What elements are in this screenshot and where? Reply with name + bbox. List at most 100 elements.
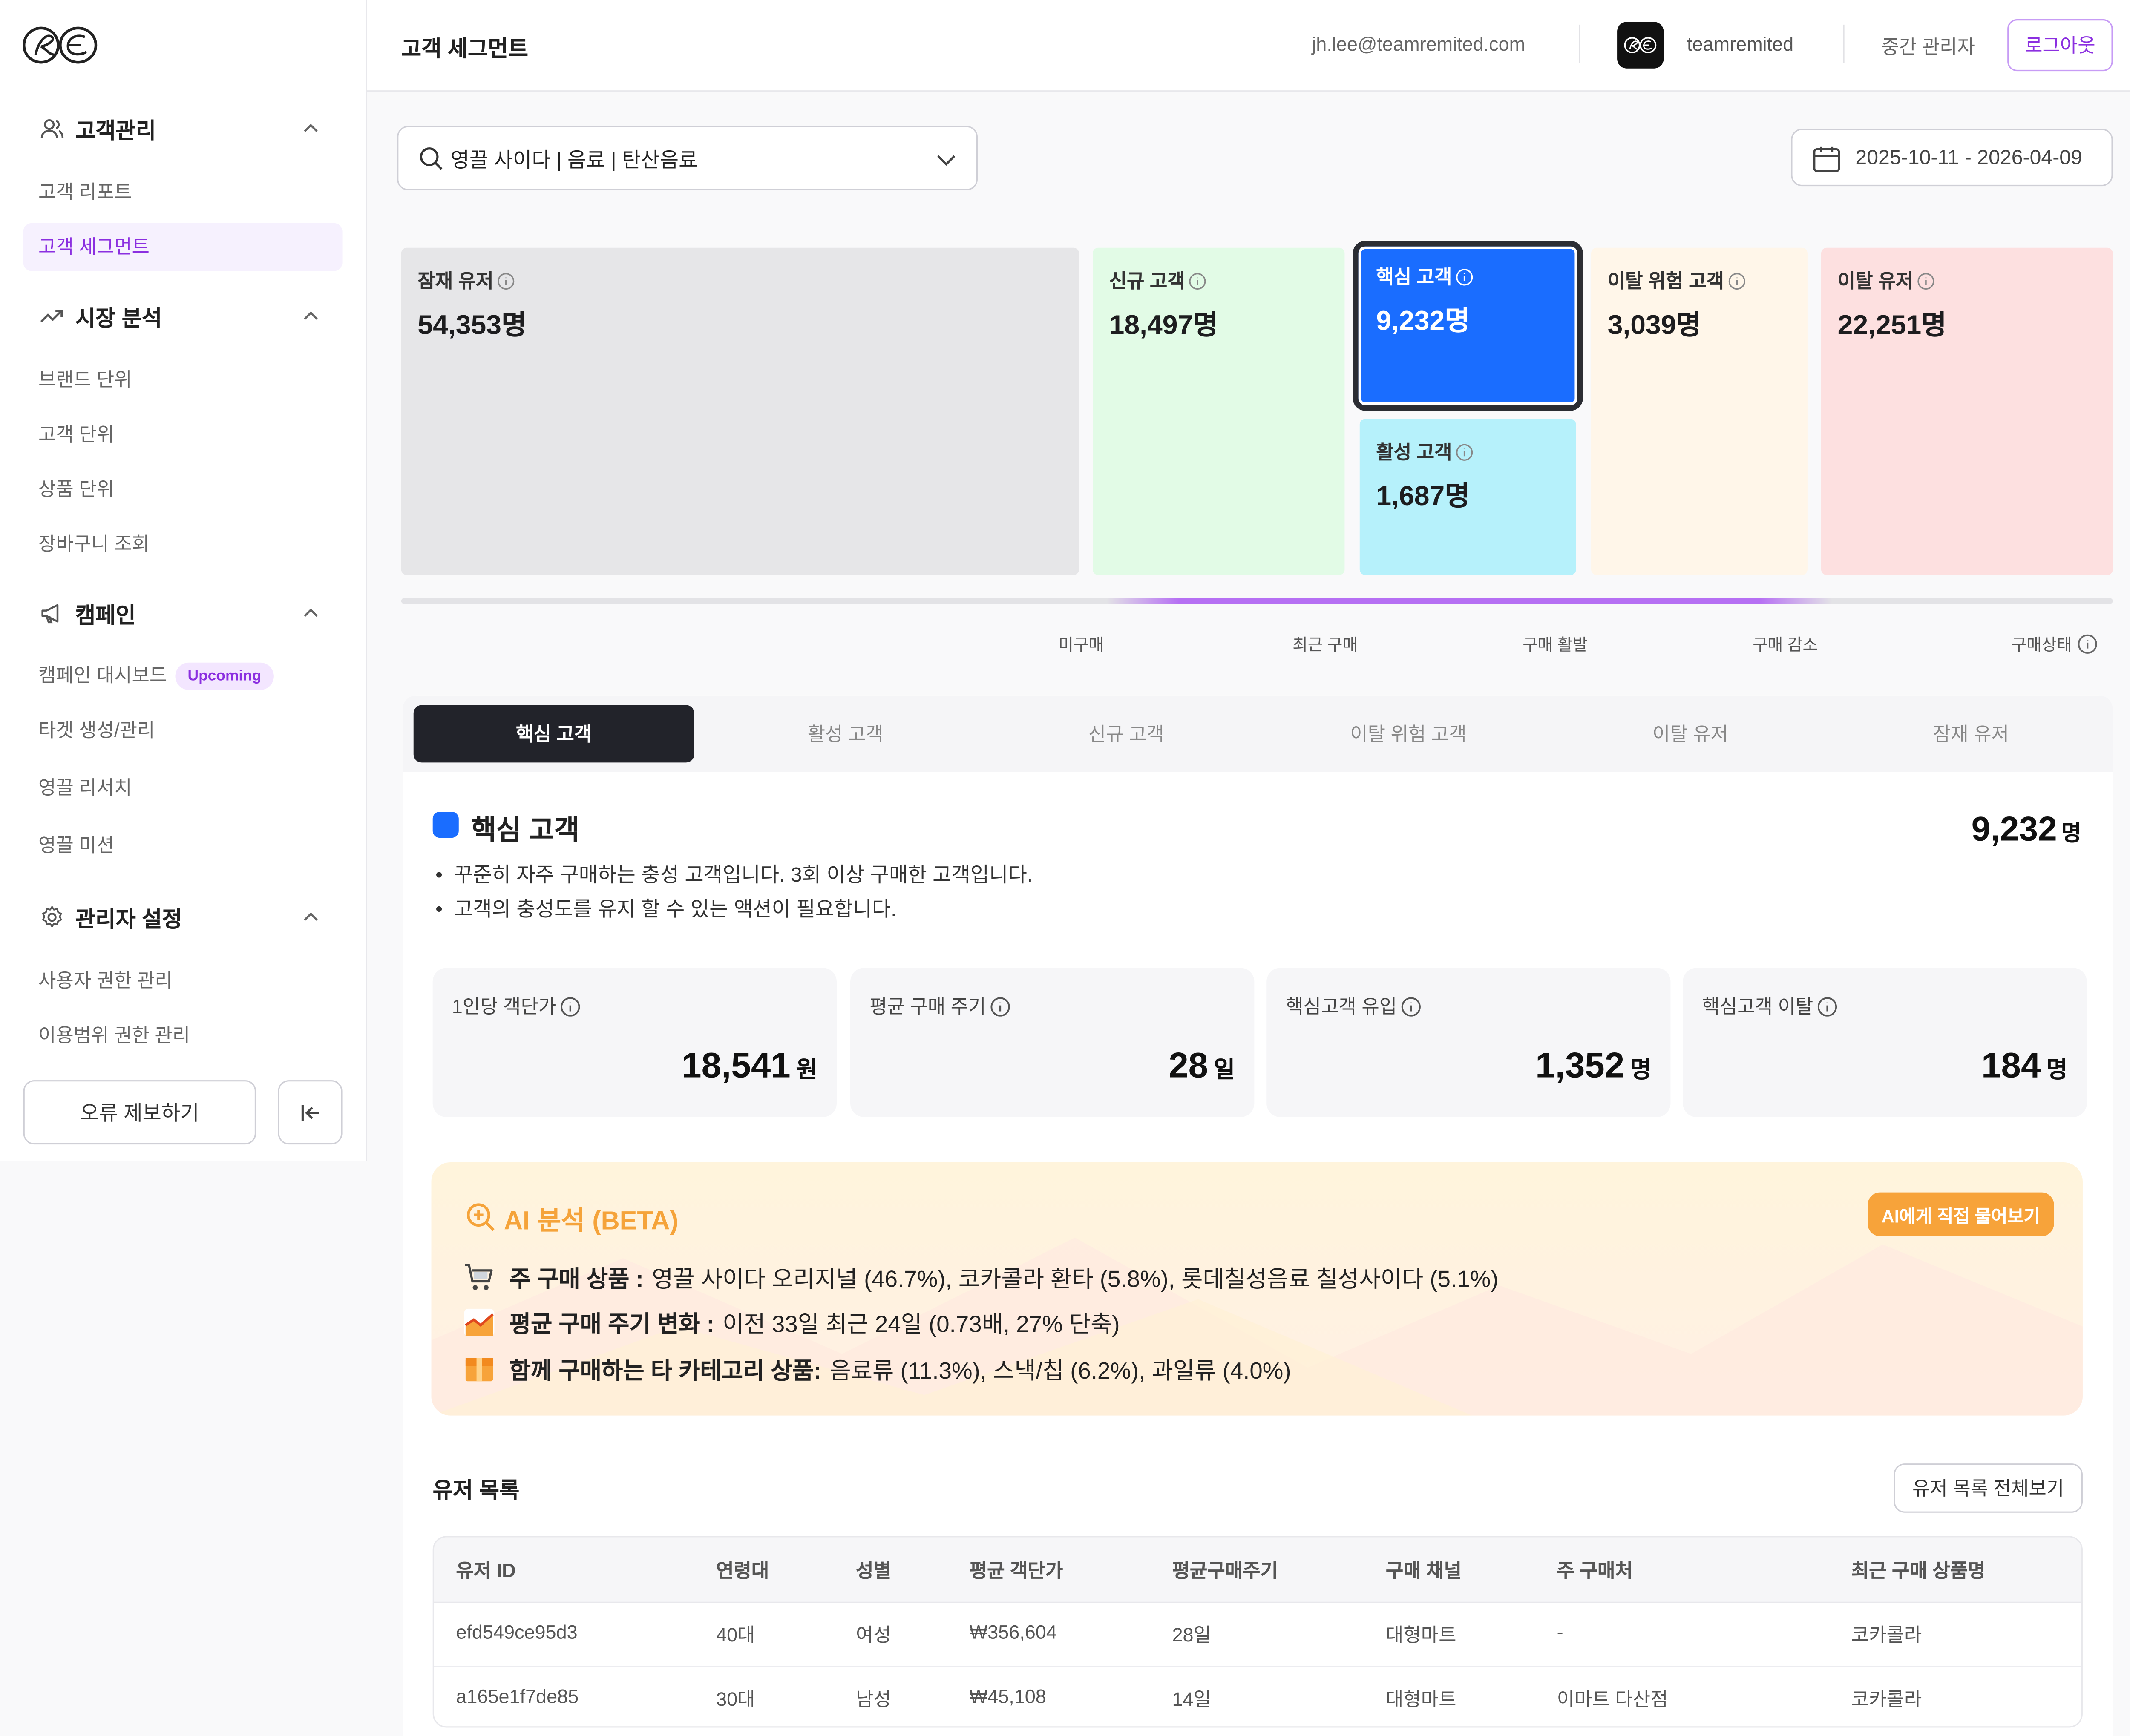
description-text: 고객의 충성도를 유지 할 수 있는 액션이 필요합니다. [454,898,897,922]
segment-label: 잠재 유저 [417,270,494,292]
chevron-up-icon[interactable] [300,118,322,139]
logout-button[interactable]: 로그아웃 [2007,19,2113,72]
category-select[interactable]: 영끌 사이다 | 음료 | 탄산음료 [397,126,978,190]
sidebar-item-mission[interactable]: 영끌 미션 [38,834,115,856]
segment-value: 54,353명 [417,310,527,341]
user-role: 중간 관리자 [1881,35,1975,58]
column-header: 성별 [855,1559,891,1581]
sidebar-item-target[interactable]: 타겟 생성/관리 [38,719,155,741]
section-title: 캠페인 [75,605,136,629]
info-icon[interactable] [560,996,581,1016]
collapse-sidebar-button[interactable] [278,1080,343,1145]
calendar-icon [1813,146,1840,172]
report-error-button[interactable]: 오류 제보하기 [23,1080,256,1145]
ai-title: AI 분석 (BETA) [504,1207,679,1236]
segment-at-risk-card[interactable]: 이탈 위험 고객 3,039명 [1591,247,1808,575]
divider [1579,24,1580,63]
sidebar-item-campaign-dashboard[interactable]: 캠페인 대시보드 Upcoming [38,661,274,690]
section-title: 고객관리 [75,120,156,144]
segment-churned-card[interactable]: 이탈 유저 22,251명 [1821,247,2113,575]
ask-ai-button[interactable]: AI에게 직접 물어보기 [1868,1192,2054,1236]
chevron-down-icon [937,155,956,166]
metric-card-avg-spend: 1인당 객단가 18,541 원 [432,968,837,1117]
cell-avg-spend: ₩45,108 [969,1685,1046,1707]
metric-label: 1인당 객단가 [452,995,556,1017]
section-market-analysis[interactable]: 시장 분석 [38,300,162,333]
column-header: 연령대 [716,1559,769,1581]
table-header-row [434,1537,2081,1603]
sidebar-item-basket[interactable]: 장바구니 조회 [38,532,150,555]
view-all-users-button[interactable]: 유저 목록 전체보기 [1894,1463,2083,1513]
info-icon [1189,272,1206,289]
info-icon[interactable] [1401,996,1422,1016]
info-icon [1456,268,1474,285]
divider [1843,24,1845,63]
segment-label: 이탈 유저 [1837,270,1914,292]
ai-insight-cycle-change: 평균 구매 주기 변화 : 이전 33일 최근 24일 (0.73배, 27% 단… [463,1305,1120,1339]
segment-core-card[interactable]: 핵심 고객 9,232명 [1353,241,1583,411]
cell-age: 40대 [716,1624,755,1646]
column-header: 평균 객단가 [969,1559,1063,1581]
tab-new[interactable]: 신규 고객 [1088,723,1164,745]
metric-card-outflow: 핵심고객 이탈 184 명 [1683,968,2087,1117]
section-admin-settings[interactable]: 관리자 설정 [38,901,182,934]
sidebar-item-product-unit[interactable]: 상품 단위 [38,477,115,500]
sidebar-item-user-permission[interactable]: 사용자 권한 관리 [38,969,173,992]
info-icon[interactable] [990,996,1010,1016]
chevron-up-icon[interactable] [300,305,322,327]
package-icon [465,1357,493,1381]
ai-search-icon [467,1203,495,1231]
stage-label: 최근 구매 [1292,635,1358,655]
ai-insight-cross-category: 함께 구매하는 타 카테고리 상품: 음료류 (11.3%), 스낵/칩 (6.2… [463,1351,1291,1385]
cell-channel: 대형마트 [1385,1688,1456,1710]
metric-label: 핵심고객 이탈 [1702,995,1813,1017]
logo[interactable] [22,25,98,66]
cell-recent-product: 코카콜라 [1851,1624,1922,1646]
tab-potential[interactable]: 잠재 유저 [1933,723,2009,745]
sidebar-item-research[interactable]: 영끌 리서치 [38,776,132,798]
column-header: 평균구매주기 [1172,1559,1278,1581]
sidebar-item-customer-segment[interactable]: 고객 세그먼트 [38,235,150,258]
metric-unit: 명 [2046,1057,2068,1083]
tab-core[interactable]: 핵심 고객 [413,705,694,763]
tab-at-risk[interactable]: 이탈 위험 고객 [1350,723,1467,745]
metric-unit: 일 [1214,1057,1235,1083]
segment-new-card[interactable]: 신규 고객 18,497명 [1093,247,1345,575]
tab-churned[interactable]: 이탈 유저 [1652,723,1729,745]
stage-label: 구매 활발 [1523,635,1588,655]
cell-cycle: 28일 [1172,1624,1211,1646]
sidebar-item-scope-permission[interactable]: 이용범위 권한 관리 [38,1024,190,1046]
trending-up-icon [40,310,63,323]
segment-value: 1,687명 [1376,482,1470,512]
description-text: 꾸준히 자주 구매하는 충성 고객입니다. 3회 이상 구매한 고객입니다. [454,864,1033,887]
ai-insight-top-products: 주 구매 상품 : 영끌 사이다 오리지널 (46.7%), 코카콜라 환타 (5… [463,1259,1498,1293]
category-value: 영끌 사이다 | 음료 | 탄산음료 [450,149,698,173]
sidebar-item-brand[interactable]: 브랜드 단위 [38,368,132,391]
ai-insight-label: 주 구매 상품 : [509,1266,644,1293]
cell-avg-spend: ₩356,604 [969,1621,1057,1643]
sidebar-item-label: 캠페인 대시보드 [38,664,167,686]
sidebar-item-customer-report[interactable]: 고객 리포트 [38,181,132,203]
info-icon[interactable] [2078,634,2098,654]
chevron-up-icon[interactable] [300,906,322,928]
chevron-up-icon[interactable] [300,602,322,624]
segment-label: 핵심 고객 [1376,265,1452,288]
users-icon [40,119,64,138]
gear-icon [42,906,62,928]
cart-icon [465,1263,493,1290]
tab-active[interactable]: 활성 고객 [807,723,884,745]
section-campaign[interactable]: 캠페인 [38,597,136,629]
segment-potential-card[interactable]: 잠재 유저 54,353명 [401,247,1079,575]
sidebar-item-customer-unit[interactable]: 고객 단위 [38,423,115,445]
segment-active-card[interactable]: 활성 고객 1,687명 [1359,419,1576,575]
segment-label: 활성 고객 [1376,441,1452,463]
cell-user-id: a165e1f7de85 [456,1685,579,1707]
info-icon [1728,272,1746,289]
segment-value: 22,251명 [1837,310,1947,341]
row-divider [434,1666,2081,1668]
re-logo-icon [1624,37,1657,54]
info-icon[interactable] [1817,996,1838,1016]
date-range-picker[interactable]: 2025-10-11 - 2026-04-09 [1791,129,2113,187]
section-customer-management[interactable]: 고객관리 [38,112,156,145]
metric-label: 평균 구매 주기 [869,995,986,1017]
